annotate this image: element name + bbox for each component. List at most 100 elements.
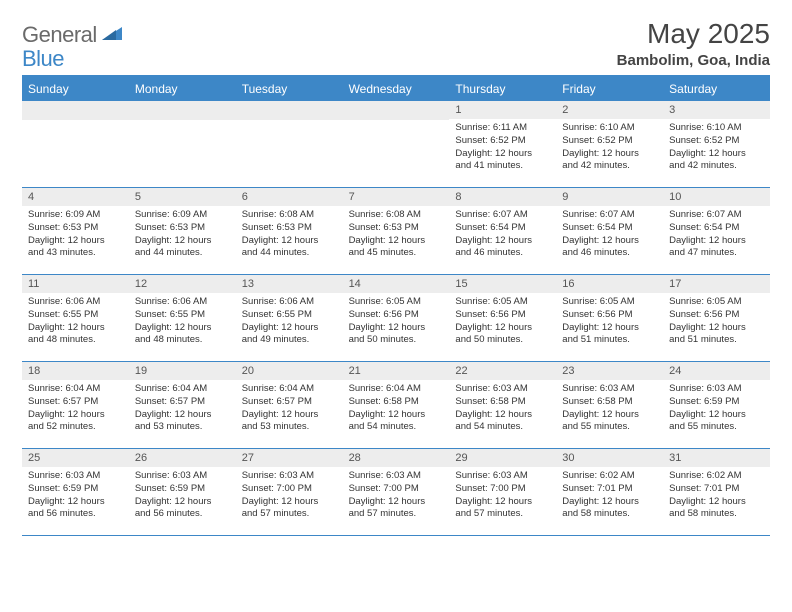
week-row: 4Sunrise: 6:09 AMSunset: 6:53 PMDaylight… <box>22 188 770 275</box>
sunset-text: Sunset: 6:57 PM <box>28 396 123 409</box>
location: Bambolim, Goa, India <box>617 52 770 69</box>
day-body: Sunrise: 6:08 AMSunset: 6:53 PMDaylight:… <box>343 206 450 264</box>
day-cell: 27Sunrise: 6:03 AMSunset: 7:00 PMDayligh… <box>236 449 343 535</box>
sunset-text: Sunset: 7:01 PM <box>562 483 657 496</box>
day-body: Sunrise: 6:07 AMSunset: 6:54 PMDaylight:… <box>663 206 770 264</box>
day-cell: 11Sunrise: 6:06 AMSunset: 6:55 PMDayligh… <box>22 275 129 361</box>
sunrise-text: Sunrise: 6:06 AM <box>135 296 230 309</box>
weekday-row: Sunday Monday Tuesday Wednesday Thursday… <box>22 77 770 101</box>
sunset-text: Sunset: 6:52 PM <box>562 135 657 148</box>
daylight-text: Daylight: 12 hours and 44 minutes. <box>242 235 337 261</box>
day-cell: 4Sunrise: 6:09 AMSunset: 6:53 PMDaylight… <box>22 188 129 274</box>
weekday-sun: Sunday <box>22 77 129 101</box>
sunrise-text: Sunrise: 6:02 AM <box>562 470 657 483</box>
weeks-container: 1Sunrise: 6:11 AMSunset: 6:52 PMDaylight… <box>22 101 770 536</box>
sunrise-text: Sunrise: 6:03 AM <box>135 470 230 483</box>
weekday-tue: Tuesday <box>236 77 343 101</box>
daylight-text: Daylight: 12 hours and 53 minutes. <box>242 409 337 435</box>
day-body: Sunrise: 6:06 AMSunset: 6:55 PMDaylight:… <box>236 293 343 351</box>
sunset-text: Sunset: 7:00 PM <box>349 483 444 496</box>
day-cell: 12Sunrise: 6:06 AMSunset: 6:55 PMDayligh… <box>129 275 236 361</box>
daylight-text: Daylight: 12 hours and 48 minutes. <box>135 322 230 348</box>
day-number: 25 <box>22 449 129 467</box>
day-number: 12 <box>129 275 236 293</box>
sunset-text: Sunset: 6:54 PM <box>562 222 657 235</box>
day-cell: 5Sunrise: 6:09 AMSunset: 6:53 PMDaylight… <box>129 188 236 274</box>
sunrise-text: Sunrise: 6:04 AM <box>28 383 123 396</box>
sunset-text: Sunset: 6:52 PM <box>455 135 550 148</box>
day-cell <box>236 101 343 187</box>
sunset-text: Sunset: 6:56 PM <box>562 309 657 322</box>
daylight-text: Daylight: 12 hours and 55 minutes. <box>669 409 764 435</box>
day-body: Sunrise: 6:03 AMSunset: 6:58 PMDaylight:… <box>449 380 556 438</box>
sunrise-text: Sunrise: 6:08 AM <box>349 209 444 222</box>
day-cell: 28Sunrise: 6:03 AMSunset: 7:00 PMDayligh… <box>343 449 450 535</box>
week-row: 25Sunrise: 6:03 AMSunset: 6:59 PMDayligh… <box>22 449 770 536</box>
day-body: Sunrise: 6:11 AMSunset: 6:52 PMDaylight:… <box>449 119 556 177</box>
day-cell: 1Sunrise: 6:11 AMSunset: 6:52 PMDaylight… <box>449 101 556 187</box>
day-body: Sunrise: 6:03 AMSunset: 7:00 PMDaylight:… <box>236 467 343 525</box>
daylight-text: Daylight: 12 hours and 55 minutes. <box>562 409 657 435</box>
day-number: 20 <box>236 362 343 380</box>
day-cell: 16Sunrise: 6:05 AMSunset: 6:56 PMDayligh… <box>556 275 663 361</box>
day-cell: 9Sunrise: 6:07 AMSunset: 6:54 PMDaylight… <box>556 188 663 274</box>
day-cell: 3Sunrise: 6:10 AMSunset: 6:52 PMDaylight… <box>663 101 770 187</box>
day-number: 18 <box>22 362 129 380</box>
day-body: Sunrise: 6:04 AMSunset: 6:58 PMDaylight:… <box>343 380 450 438</box>
day-body: Sunrise: 6:05 AMSunset: 6:56 PMDaylight:… <box>556 293 663 351</box>
sunset-text: Sunset: 6:53 PM <box>135 222 230 235</box>
day-cell: 7Sunrise: 6:08 AMSunset: 6:53 PMDaylight… <box>343 188 450 274</box>
day-body: Sunrise: 6:05 AMSunset: 6:56 PMDaylight:… <box>449 293 556 351</box>
sunset-text: Sunset: 7:00 PM <box>455 483 550 496</box>
sunrise-text: Sunrise: 6:10 AM <box>669 122 764 135</box>
week-row: 1Sunrise: 6:11 AMSunset: 6:52 PMDaylight… <box>22 101 770 188</box>
daylight-text: Daylight: 12 hours and 46 minutes. <box>562 235 657 261</box>
day-cell: 20Sunrise: 6:04 AMSunset: 6:57 PMDayligh… <box>236 362 343 448</box>
weekday-mon: Monday <box>129 77 236 101</box>
weekday-sat: Saturday <box>663 77 770 101</box>
day-body: Sunrise: 6:03 AMSunset: 6:59 PMDaylight:… <box>129 467 236 525</box>
logo-text-blue: Blue <box>22 46 64 71</box>
daylight-text: Daylight: 12 hours and 53 minutes. <box>135 409 230 435</box>
day-number: 22 <box>449 362 556 380</box>
day-body: Sunrise: 6:02 AMSunset: 7:01 PMDaylight:… <box>663 467 770 525</box>
day-cell: 30Sunrise: 6:02 AMSunset: 7:01 PMDayligh… <box>556 449 663 535</box>
week-row: 18Sunrise: 6:04 AMSunset: 6:57 PMDayligh… <box>22 362 770 449</box>
logo-triangle-icon <box>102 24 122 45</box>
header: General May 2025 Bambolim, Goa, India <box>22 18 770 69</box>
sunrise-text: Sunrise: 6:08 AM <box>242 209 337 222</box>
day-body: Sunrise: 6:06 AMSunset: 6:55 PMDaylight:… <box>22 293 129 351</box>
sunset-text: Sunset: 6:58 PM <box>455 396 550 409</box>
day-cell: 31Sunrise: 6:02 AMSunset: 7:01 PMDayligh… <box>663 449 770 535</box>
sunrise-text: Sunrise: 6:04 AM <box>135 383 230 396</box>
sunset-text: Sunset: 6:58 PM <box>349 396 444 409</box>
day-number: 11 <box>22 275 129 293</box>
sunrise-text: Sunrise: 6:09 AM <box>135 209 230 222</box>
sunset-text: Sunset: 6:55 PM <box>28 309 123 322</box>
day-cell: 10Sunrise: 6:07 AMSunset: 6:54 PMDayligh… <box>663 188 770 274</box>
day-number: 21 <box>343 362 450 380</box>
daylight-text: Daylight: 12 hours and 45 minutes. <box>349 235 444 261</box>
day-number: 17 <box>663 275 770 293</box>
sunrise-text: Sunrise: 6:05 AM <box>455 296 550 309</box>
day-number: 14 <box>343 275 450 293</box>
day-cell: 25Sunrise: 6:03 AMSunset: 6:59 PMDayligh… <box>22 449 129 535</box>
day-cell: 15Sunrise: 6:05 AMSunset: 6:56 PMDayligh… <box>449 275 556 361</box>
daylight-text: Daylight: 12 hours and 57 minutes. <box>455 496 550 522</box>
day-cell: 18Sunrise: 6:04 AMSunset: 6:57 PMDayligh… <box>22 362 129 448</box>
day-body: Sunrise: 6:03 AMSunset: 7:00 PMDaylight:… <box>343 467 450 525</box>
sunrise-text: Sunrise: 6:05 AM <box>349 296 444 309</box>
sunrise-text: Sunrise: 6:03 AM <box>669 383 764 396</box>
sunset-text: Sunset: 6:53 PM <box>242 222 337 235</box>
sunrise-text: Sunrise: 6:03 AM <box>455 470 550 483</box>
sunrise-text: Sunrise: 6:03 AM <box>349 470 444 483</box>
daylight-text: Daylight: 12 hours and 57 minutes. <box>242 496 337 522</box>
day-body: Sunrise: 6:03 AMSunset: 6:59 PMDaylight:… <box>663 380 770 438</box>
day-cell: 22Sunrise: 6:03 AMSunset: 6:58 PMDayligh… <box>449 362 556 448</box>
day-body: Sunrise: 6:10 AMSunset: 6:52 PMDaylight:… <box>663 119 770 177</box>
day-number-empty <box>236 101 343 120</box>
sunrise-text: Sunrise: 6:04 AM <box>349 383 444 396</box>
day-number-empty <box>129 101 236 120</box>
day-cell <box>343 101 450 187</box>
day-number: 26 <box>129 449 236 467</box>
